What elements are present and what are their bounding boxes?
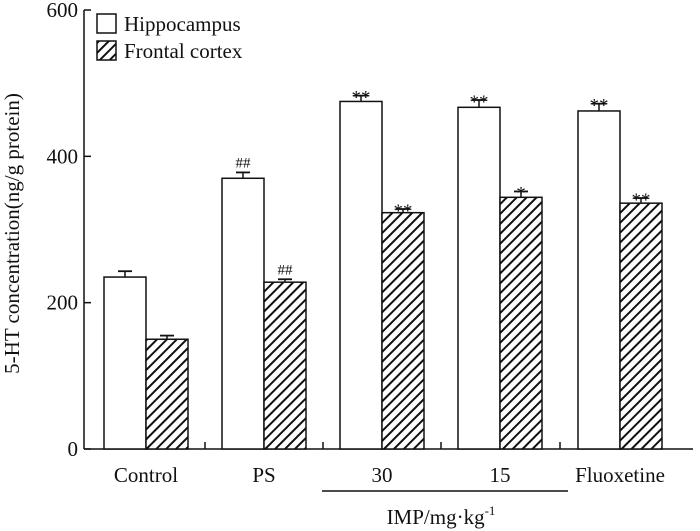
significance-label: ** — [352, 88, 371, 109]
bar-frontal-cortex-control — [145, 338, 189, 450]
legend-label-hippocampus: Hippocampus — [124, 12, 241, 36]
legend-swatch-hippocampus — [96, 13, 117, 34]
bar-frontal-cortex-15 — [499, 196, 543, 450]
y-axis-title: 5-HT concentration(ng/g protein) — [0, 93, 24, 374]
bar-hippocampus-control — [103, 276, 147, 450]
bar-hippocampus-15 — [457, 106, 501, 450]
y-tick-label: 400 — [47, 144, 79, 168]
significance-label: ** — [394, 201, 413, 222]
bars — [103, 94, 663, 450]
bar-frontal-cortex-fluoxetine — [619, 202, 663, 450]
bar-hippocampus-30 — [339, 100, 383, 450]
significance-label: ## — [236, 155, 252, 171]
group-label: IMP/mg·kg-1 — [387, 503, 496, 529]
bar-frontal-cortex-ps — [263, 281, 307, 450]
significance-label: ** — [632, 190, 651, 211]
legend-swatch-frontal-cortex — [96, 40, 117, 61]
bar-hippocampus-fluoxetine — [577, 110, 621, 450]
x-tick-label: Fluoxetine — [575, 463, 665, 487]
x-tick-label: 30 — [372, 463, 393, 487]
x-tick-label: PS — [252, 463, 275, 487]
legend: Hippocampus Frontal cortex — [96, 12, 243, 63]
y-tick-label: 0 — [68, 437, 79, 461]
y-tick-label: 600 — [47, 0, 79, 22]
labels: 5-HT concentration(ng/g protein) Control #… — [0, 88, 665, 529]
y-tick-label: 200 — [47, 291, 79, 315]
bar-frontal-cortex-30 — [381, 211, 425, 450]
significance-label: ** — [470, 92, 489, 113]
group-label-superscript: -1 — [485, 503, 496, 518]
significance-label: ** — [590, 96, 609, 117]
bar-hippocampus-ps — [221, 177, 265, 450]
significance-label: ## — [278, 262, 294, 278]
significance-label: * — [516, 183, 526, 204]
group-label-text: IMP/mg·kg — [387, 505, 486, 529]
legend-label-frontal-cortex: Frontal cortex — [124, 39, 243, 63]
x-tick-label: 15 — [490, 463, 511, 487]
x-tick-label: Control — [114, 463, 178, 487]
